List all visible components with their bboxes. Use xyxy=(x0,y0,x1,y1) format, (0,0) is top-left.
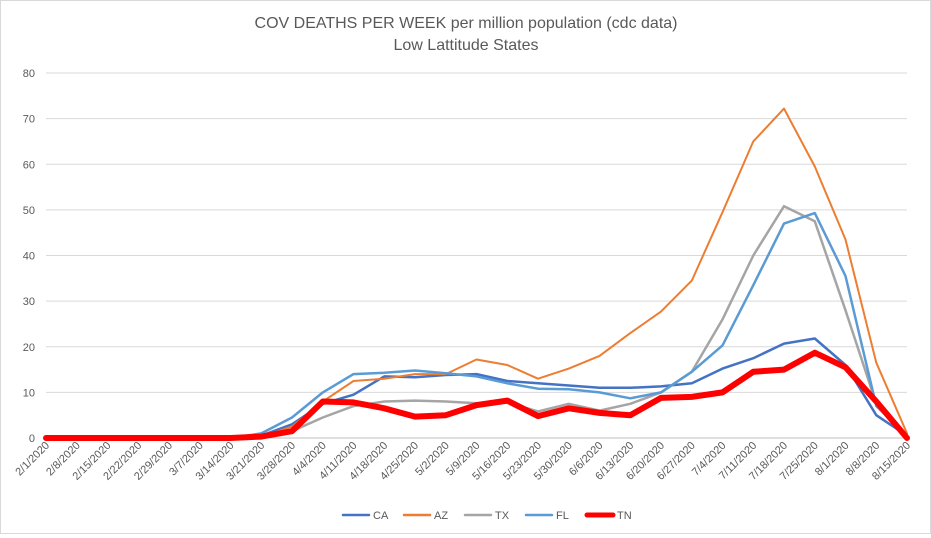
y-tick-label: 40 xyxy=(23,251,35,263)
x-axis-ticks: 2/1/20202/8/20202/15/20202/22/20202/29/2… xyxy=(13,440,913,483)
legend-item-tn: TN xyxy=(587,510,632,522)
y-axis-ticks: 0 10 20 30 40 50 60 70 80 xyxy=(23,68,35,445)
legend: CA AZ TX FL TN xyxy=(343,510,632,522)
y-tick-label: 10 xyxy=(23,387,35,399)
legend-item-az: AZ xyxy=(404,510,448,522)
series-line-tn xyxy=(46,353,907,438)
series-line-az xyxy=(46,109,907,438)
legend-item-fl: FL xyxy=(526,510,569,522)
legend-label: AZ xyxy=(434,510,448,522)
gridlines xyxy=(46,73,907,438)
legend-label: CA xyxy=(373,510,389,522)
chart-subtitle: Low Lattitude States xyxy=(394,37,539,54)
legend-item-tx: TX xyxy=(465,510,510,522)
y-tick-label: 70 xyxy=(23,114,35,126)
y-tick-label: 0 xyxy=(29,433,35,445)
y-tick-label: 80 xyxy=(23,68,35,80)
y-tick-label: 30 xyxy=(23,296,35,308)
legend-label: TX xyxy=(495,510,510,522)
legend-label: FL xyxy=(556,510,569,522)
legend-label: TN xyxy=(617,510,632,522)
legend-item-ca: CA xyxy=(343,510,389,522)
y-tick-label: 50 xyxy=(23,205,35,217)
series-line-ca xyxy=(46,339,907,439)
y-tick-label: 60 xyxy=(23,159,35,171)
y-tick-label: 20 xyxy=(23,342,35,354)
chart-title: COV DEATHS PER WEEK per million populati… xyxy=(255,15,678,32)
series-lines xyxy=(46,109,907,438)
